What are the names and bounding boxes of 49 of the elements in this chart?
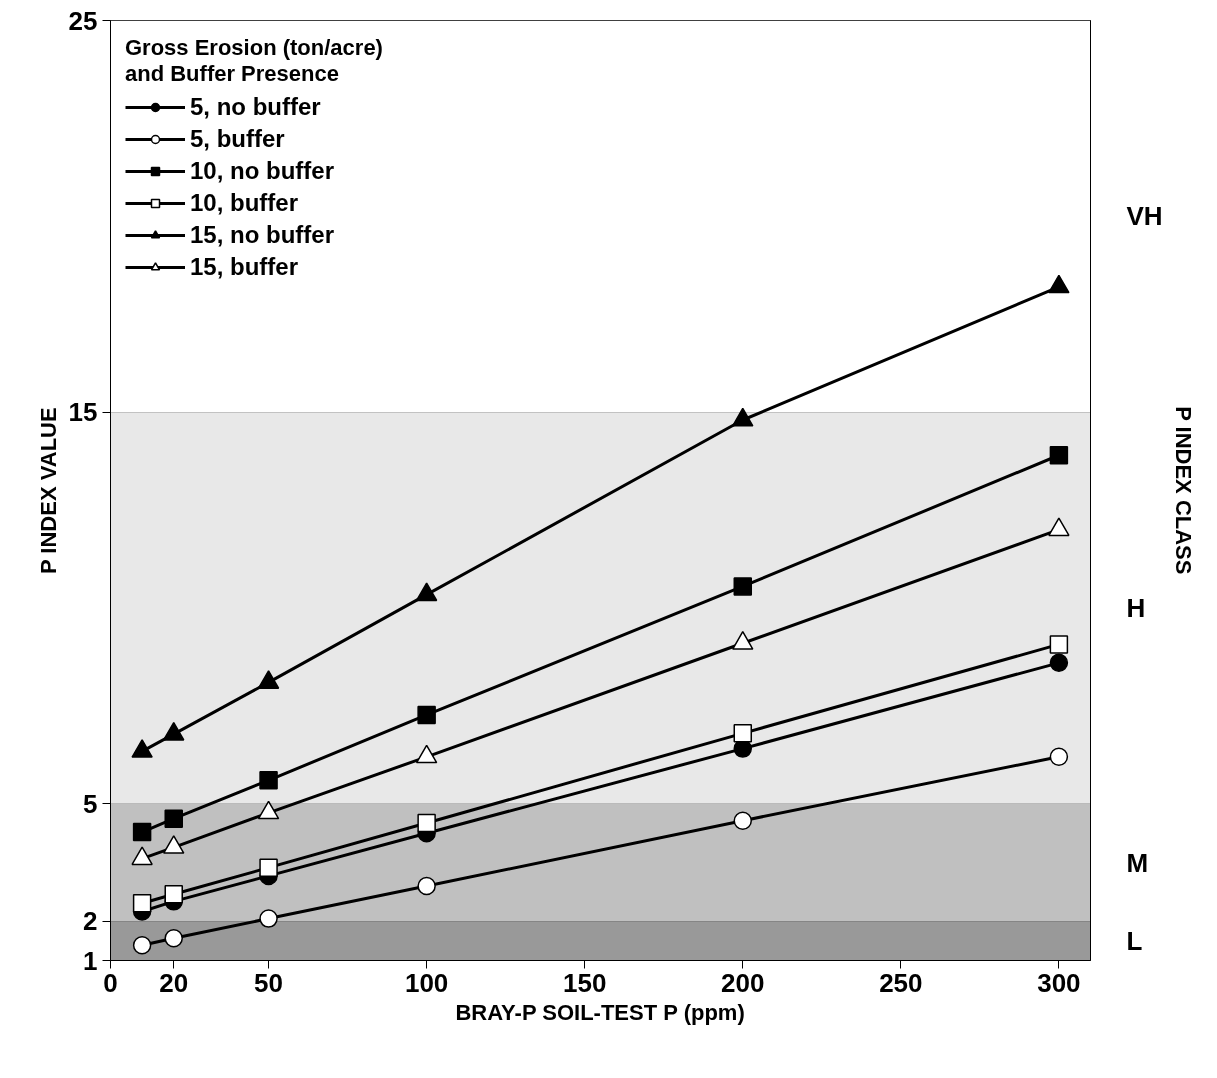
x-tick-label: 0 xyxy=(103,967,118,998)
point xyxy=(164,928,183,948)
point xyxy=(1049,747,1069,767)
y-tick-label: 2 xyxy=(83,906,98,937)
point xyxy=(733,577,753,596)
point xyxy=(259,909,278,928)
point xyxy=(733,724,753,743)
point xyxy=(132,935,152,955)
point xyxy=(1049,635,1069,654)
legend-label: 10, buffer xyxy=(190,188,299,218)
point xyxy=(259,858,278,877)
point xyxy=(417,813,436,833)
legend-label: 15, no buffer xyxy=(190,220,335,250)
x-axis-title: BRAY-P SOIL-TEST P (ppm) xyxy=(455,999,745,1025)
band-label: VH xyxy=(1126,201,1163,232)
legend-label: 5, no buffer xyxy=(190,92,321,122)
x-tick-label: 100 xyxy=(404,967,449,998)
point xyxy=(132,894,152,913)
point xyxy=(164,809,183,828)
point xyxy=(415,582,438,602)
point xyxy=(732,407,754,427)
x-tick-label: 200 xyxy=(721,967,765,998)
y-axis-title: P INDEX VALUE xyxy=(35,407,61,575)
point xyxy=(1048,274,1070,294)
y2-axis-title: P INDEX CLASS xyxy=(1170,406,1196,575)
x-tick-label: 50 xyxy=(254,967,284,998)
y-tick-label: 1 xyxy=(83,945,98,976)
point xyxy=(417,876,436,896)
point xyxy=(164,885,183,904)
legend-title: Gross Erosion (ton/acre) and Buffer Presence xyxy=(125,35,383,87)
point xyxy=(417,705,436,725)
band-label: H xyxy=(1126,593,1146,623)
y-tick-label: 5 xyxy=(83,788,98,819)
legend-label: 10, no buffer xyxy=(190,156,335,186)
point xyxy=(132,822,152,842)
x-tick-label: 300 xyxy=(1037,967,1081,998)
point xyxy=(259,771,278,790)
point xyxy=(1048,517,1070,537)
x-tick-label: 250 xyxy=(879,967,923,998)
legend-label: 15, buffer xyxy=(190,252,299,282)
y-tick-label: 15 xyxy=(68,397,98,428)
x-tick-label: 150 xyxy=(563,967,607,998)
legend-label: 5, buffer xyxy=(190,124,285,154)
band-label: L xyxy=(1126,925,1143,956)
y-tick-label: 25 xyxy=(68,5,98,36)
point xyxy=(1049,653,1069,673)
point xyxy=(733,811,753,830)
x-tick-label: 20 xyxy=(159,967,189,998)
band-label: M xyxy=(1126,847,1149,878)
